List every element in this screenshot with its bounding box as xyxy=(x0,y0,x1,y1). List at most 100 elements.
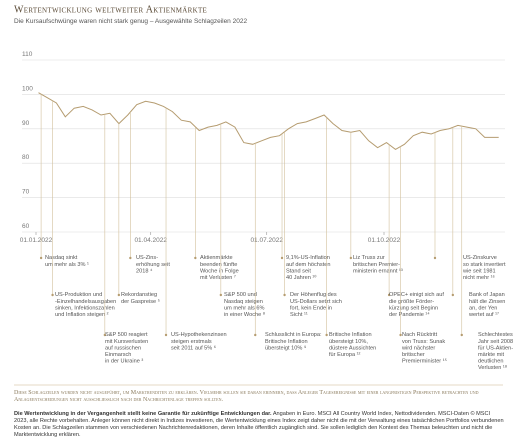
annotation-dot xyxy=(283,293,286,297)
annotation-text: übersteigt 10%, xyxy=(329,339,368,345)
annotation-text: wie seit 1981 xyxy=(462,268,496,274)
annotation-text: auf dem höchsten xyxy=(286,262,330,268)
annotation-text: der Gaspreise ⁵ xyxy=(121,298,160,305)
annotation-dot xyxy=(39,256,43,260)
annotation-text: Nasdaq sinkt xyxy=(45,255,78,261)
disclaimer-bold: Die Wertentwicklung in der Vergangenheit… xyxy=(14,411,272,417)
annotation-text: Nasdaq steigen xyxy=(224,299,263,305)
annotation-text: kürzung seit Beginn xyxy=(389,305,438,311)
annotation-text: märkte mit xyxy=(478,352,505,358)
x-tick-label: 01.01.2022 xyxy=(20,237,53,244)
annotation-text: von Truss: Sunak xyxy=(402,339,445,345)
chart-title: Wertentwicklung weltweiter Aktienmärkte xyxy=(14,4,207,15)
annotation-text: Verlusten ¹⁸ xyxy=(478,364,508,371)
annotation-text: Liz Truss zur xyxy=(353,255,385,261)
annotation-text: sinken, Infektionszahlen xyxy=(55,305,115,311)
annotation-dot xyxy=(460,333,463,337)
annotation-text: auf russischen xyxy=(105,345,141,351)
annotation-text: Premierminister ¹⁵ xyxy=(402,358,447,365)
annotation-dot xyxy=(117,293,121,297)
annotation-dot xyxy=(129,256,132,260)
footnote: Diese Schlagzeilen wurden nicht ausgefüh… xyxy=(14,390,479,403)
annotation-text: britischen Premier- xyxy=(353,262,400,268)
annotation-text: Britische Inflation xyxy=(329,332,372,338)
annotation-text: 2018 ⁴ xyxy=(136,267,153,274)
annotation-text: für US-Aktien- xyxy=(478,345,513,351)
annotation-text: der Pandemie ¹⁴ xyxy=(389,311,430,318)
annotation-text: 9,1%-US-Inflation xyxy=(286,255,330,261)
annotation-text: Sicht ¹¹ xyxy=(290,312,308,318)
annotation-text: für Europa ¹² xyxy=(329,352,361,358)
annotation-text: Schlusslicht in Europa: xyxy=(265,332,322,338)
annotation-text: OPEC+ einigt sich auf xyxy=(389,292,444,298)
annotation-text: Britische Inflation xyxy=(265,339,308,345)
annotation-text: mit Kursverlusten xyxy=(105,339,148,345)
annotation-text: Einmarsch xyxy=(105,352,131,358)
annotation-text: Aktienmärkte xyxy=(200,255,233,261)
annotation-dot xyxy=(254,333,257,337)
annotation-text: Nach Rücktritt xyxy=(402,332,438,338)
annotation-dot xyxy=(325,333,328,337)
disclaimer-text: Angaben in Euro. MSCI All Country World … xyxy=(14,411,504,438)
annotation-text: erhöhung seit xyxy=(136,262,170,268)
annotation-text: -Einzelhandelsausgaben xyxy=(55,299,116,305)
annotation-text: US-Produktion und xyxy=(55,292,102,298)
annotation-text: um mehr als 6% xyxy=(224,305,264,311)
annotation-text: Woche in Folge xyxy=(200,268,239,274)
annotation-text: S&P 500 reagiert xyxy=(105,332,148,338)
annotation-dot xyxy=(103,333,107,337)
annotation-text: Der Höhenflug des xyxy=(290,292,337,298)
annotation-text: S&P 500 und xyxy=(224,292,257,298)
annotation-dot xyxy=(349,256,353,260)
annotation-dot xyxy=(51,293,54,297)
annotation-text: an, der Yen xyxy=(469,305,497,311)
x-tick-label: 01.10.2022 xyxy=(368,237,401,244)
annotation-text: seit 2011 auf 5% ⁶ xyxy=(171,344,216,351)
annotation-text: 40 Jahren ¹⁰ xyxy=(286,274,317,281)
annotation-text: Stand seit xyxy=(286,268,311,274)
annotation-text: hält die Zinsen xyxy=(469,299,505,305)
annotation-text: US-Zins- xyxy=(136,255,158,261)
annotation-text: fort, kein Ende in xyxy=(290,305,332,311)
annotation-text: die größte Förder- xyxy=(389,299,434,305)
annotation-text: so stark invertiert xyxy=(463,262,506,268)
annotation-dot xyxy=(194,256,197,260)
annotation-text: Schlechtestes xyxy=(478,332,513,338)
annotation-text: beenden fünfte xyxy=(200,262,237,268)
x-tick-label: 01.04.2022 xyxy=(134,237,167,244)
annotation-text: übersteigt 10% ⁹ xyxy=(265,344,307,351)
annotation-dot xyxy=(219,293,223,297)
annotation-text: Jahr seit 2008 xyxy=(478,339,513,345)
chart-subtitle: Die Kursaufschwünge waren nicht stark ge… xyxy=(14,18,247,25)
annotation-text: um mehr als 3% ¹ xyxy=(45,262,89,268)
annotation-dot xyxy=(433,256,437,260)
annotation-text: düstere Aussichten xyxy=(329,345,376,351)
annotation-dot xyxy=(164,333,168,337)
annotation-text: ministerin ernannt ¹³ xyxy=(353,268,403,274)
annotation-text: steigen erstmals xyxy=(171,339,212,345)
y-tick-label: 90 xyxy=(22,120,30,127)
y-tick-label: 60 xyxy=(22,223,30,230)
annotation-dot xyxy=(451,293,455,297)
annotation-dot xyxy=(399,333,402,337)
annotation-text: US-Dollars setzt sich xyxy=(290,299,342,305)
annotation-text: deutlichen xyxy=(478,359,504,365)
index-line xyxy=(38,92,499,150)
annotation-text: US-Zinskurve xyxy=(463,255,497,261)
annotation-text: mit Verlusten ⁷ xyxy=(200,274,236,281)
y-tick-label: 70 xyxy=(22,189,30,196)
annotation-text: wird nächster xyxy=(401,345,435,351)
annotation-dot xyxy=(280,256,284,260)
annotation-text: und Inflation steigen ² xyxy=(55,312,109,318)
y-tick-label: 110 xyxy=(22,51,33,58)
annotation-text: Bank of Japan xyxy=(469,292,505,298)
annotation-text: nicht mehr ¹⁶ xyxy=(463,274,495,281)
y-tick-label: 80 xyxy=(22,154,30,161)
annotation-text: US-Hypothekenzinsen xyxy=(171,332,227,338)
annotation-text: in einer Woche ⁸ xyxy=(224,311,266,318)
y-tick-label: 100 xyxy=(22,85,33,92)
x-tick-label: 01.07.2022 xyxy=(250,237,283,244)
annotation-text: wertet auf ¹⁷ xyxy=(468,311,499,318)
